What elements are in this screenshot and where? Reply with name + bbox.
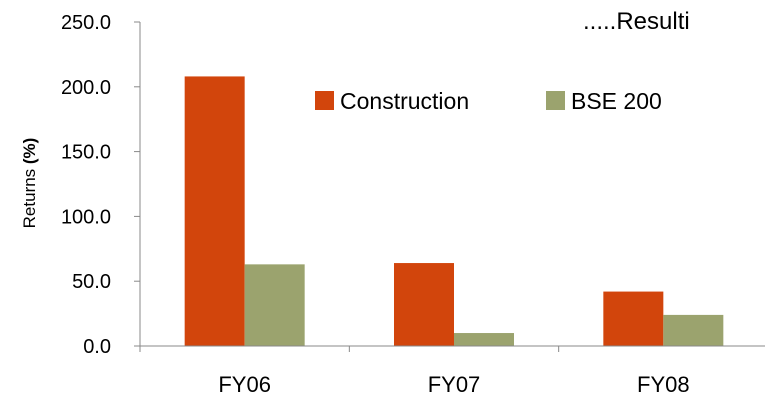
bar-construction-fy07 bbox=[394, 263, 454, 346]
y-axis-ticks: 0.0 50.0 100.0 150.0 200.0 250.0 bbox=[61, 12, 140, 358]
y-tick-label: 0.0 bbox=[83, 336, 111, 358]
y-axis-label-unit: (%) bbox=[20, 138, 39, 164]
legend: Construction BSE 200 bbox=[315, 88, 662, 114]
bar-bse-200-fy07 bbox=[454, 333, 514, 346]
bar-bse-200-fy08 bbox=[663, 314, 724, 346]
y-tick-label: 50.0 bbox=[72, 271, 111, 293]
y-tick-label: 100.0 bbox=[61, 206, 111, 228]
x-tick-label: FY07 bbox=[428, 372, 481, 397]
legend-swatch bbox=[315, 91, 334, 110]
legend-swatch bbox=[546, 91, 565, 110]
bar-construction-fy06 bbox=[184, 76, 245, 346]
x-tick-label: FY08 bbox=[637, 372, 690, 397]
y-axis-label-text: Returns bbox=[20, 164, 39, 228]
x-axis-labels: FY06 FY07 FY08 bbox=[218, 372, 689, 397]
bar-bse-200-fy06 bbox=[244, 264, 305, 346]
x-tick-label: FY06 bbox=[218, 372, 271, 397]
bars bbox=[184, 76, 724, 346]
legend-label: BSE 200 bbox=[571, 88, 662, 114]
y-axis-label: Returns (%) bbox=[20, 138, 39, 229]
y-axis-label-group: Returns (%) bbox=[20, 138, 39, 229]
bar-construction-fy08 bbox=[603, 291, 664, 346]
y-tick-label: 200.0 bbox=[61, 77, 111, 99]
overlay-title-fragment: .....Resulti bbox=[583, 8, 690, 35]
y-tick-label: 150.0 bbox=[61, 142, 111, 164]
legend-label: Construction bbox=[340, 88, 469, 114]
x-axis-ticks bbox=[139, 346, 560, 352]
y-tick-label: 250.0 bbox=[61, 12, 111, 34]
